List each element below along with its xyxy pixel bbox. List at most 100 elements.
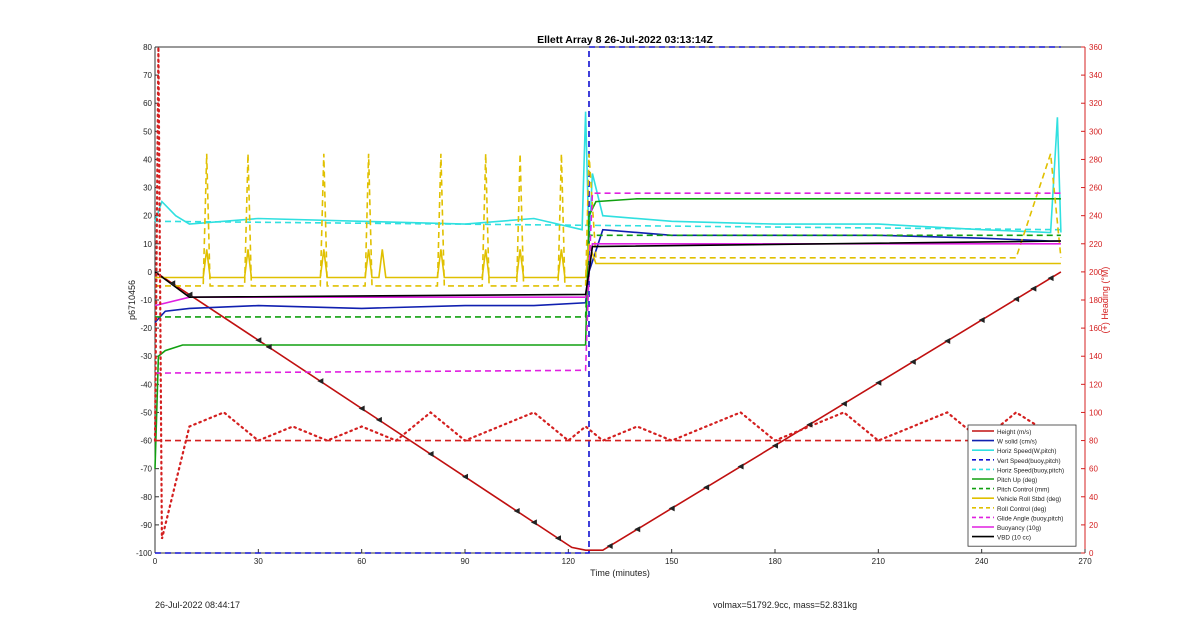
depth-direction-marker (772, 442, 778, 449)
right-y-tick-label: 120 (1089, 380, 1103, 389)
depth-direction-marker (606, 543, 613, 550)
depth-direction-marker (462, 473, 468, 480)
depth-direction-marker (703, 484, 710, 491)
right-y-tick-label: 40 (1089, 493, 1098, 502)
left-y-tick-label: -50 (140, 408, 152, 417)
plot-area: 0 30 60 90 120 150 180 210 240 270-100-90-80-70-6… (136, 43, 1103, 566)
right-y-tick-label: 60 (1089, 465, 1098, 474)
legend-label: Height (m/s) (997, 429, 1031, 436)
series-line-6 (155, 234, 1061, 318)
x-tick-label: 240 (975, 557, 989, 566)
right-y-tick-label: 220 (1089, 240, 1103, 249)
x-tick-label: 30 (254, 557, 263, 566)
depth-direction-marker (427, 451, 434, 458)
left-y-axis-label: p6710456 (127, 280, 137, 320)
legend-label: Glide Angle (buoy,pitch) (997, 515, 1063, 522)
legend-label: Roll Control (deg) (997, 506, 1046, 513)
depth-direction-marker (875, 379, 882, 386)
depth-direction-marker (840, 400, 847, 407)
left-y-tick-label: 80 (143, 43, 152, 52)
left-y-tick-label: 40 (143, 155, 152, 164)
left-y-tick-label: -60 (140, 437, 152, 446)
left-y-tick-label: -90 (140, 521, 152, 530)
depth-direction-marker (169, 280, 176, 287)
chart-title: Ellett Array 8 26-Jul-2022 03:13:14Z (537, 34, 713, 46)
right-y-tick-label: 140 (1089, 352, 1103, 361)
legend-box (967, 424, 1077, 547)
series-line-4 (154, 220, 1061, 231)
right-y-axis-label: (+) Heading (°M) (1100, 267, 1110, 334)
series-line-2 (154, 111, 1062, 244)
depth-direction-marker (186, 291, 193, 298)
left-y-tick-label: 30 (143, 184, 152, 193)
legend-label: Horiz Speed(buoy,pitch) (997, 467, 1064, 474)
right-y-tick-label: 160 (1089, 324, 1103, 333)
x-tick-label: 270 (1078, 557, 1092, 566)
depth-direction-marker (1047, 275, 1054, 282)
depth-direction-marker (634, 526, 641, 533)
depth-direction-marker (530, 519, 537, 526)
depth-direction-marker (317, 378, 324, 385)
series-line-11 (154, 240, 1061, 299)
left-y-tick-label: -30 (140, 352, 152, 361)
right-y-tick-label: 200 (1089, 268, 1103, 277)
legend-label: Pitch Up (deg) (997, 477, 1037, 484)
depth-direction-marker (978, 317, 985, 324)
depth-direction-marker (255, 337, 262, 344)
right-y-tick-label: 180 (1089, 296, 1103, 305)
depth-direction-marker (806, 421, 813, 428)
depth-direction-marker (1030, 285, 1037, 292)
right-y-tick-label: 240 (1089, 212, 1103, 221)
depth-direction-marker (668, 505, 675, 512)
depth-direction-marker (375, 416, 382, 423)
depth-direction-marker (555, 535, 561, 542)
right-y-tick-label: 100 (1089, 408, 1103, 417)
series-line-9 (154, 192, 1061, 374)
depth-direction-marker (737, 463, 744, 470)
left-y-tick-label: -80 (140, 493, 152, 502)
right-y-tick-label: 20 (1089, 521, 1098, 530)
x-tick-label: 60 (357, 557, 366, 566)
left-y-tick-label: 50 (143, 127, 152, 136)
legend-label: Horiz Speed(W,pitch) (997, 448, 1057, 455)
footer-timestamp: 26-Jul-2022 08:44:17 (155, 600, 241, 610)
x-tick-label: 120 (562, 557, 576, 566)
series-line-7 (155, 243, 1061, 279)
left-y-tick-label: 10 (143, 240, 152, 249)
left-y-tick-label: -40 (140, 380, 152, 389)
left-y-tick-label: 20 (143, 212, 152, 221)
series-line-12 (153, 46, 1063, 540)
left-y-tick-label: -20 (140, 324, 152, 333)
left-y-tick-label: 0 (148, 268, 153, 277)
depth-direction-marker (513, 507, 520, 514)
right-y-tick-label: 80 (1089, 437, 1098, 446)
legend: Height (m/s) W solid (cm/s) Horiz Speed(W,… (967, 424, 1077, 547)
depth-direction-marker (1013, 296, 1020, 303)
right-y-tick-label: 320 (1089, 99, 1103, 108)
x-tick-label: 180 (768, 557, 782, 566)
left-y-tick-label: -10 (140, 296, 152, 305)
legend-label: Buoyancy (10g) (997, 525, 1041, 532)
depth-direction-marker (358, 405, 365, 412)
depth-direction-marker (265, 344, 272, 351)
footer-volmax-mass: volmax=51792.9cc, mass=52.831kg (713, 600, 858, 610)
left-y-tick-label: -100 (136, 549, 153, 558)
series-line-8 (155, 153, 1062, 287)
series-line-3 (155, 46, 1061, 554)
x-tick-label: 0 (153, 557, 158, 566)
depth-direction-marker (909, 358, 916, 365)
x-axis-label: Time (minutes) (590, 568, 650, 578)
legend-label: W solid (cm/s) (997, 439, 1037, 446)
x-tick-label: 90 (461, 557, 470, 566)
legend-label: Pitch Control (mm) (997, 487, 1049, 494)
series-line-5 (154, 198, 1061, 469)
x-tick-label: 210 (872, 557, 886, 566)
right-y-tick-label: 260 (1089, 184, 1103, 193)
right-y-tick-label: 0 (1089, 549, 1094, 558)
right-y-tick-label: 300 (1089, 127, 1103, 136)
left-y-tick-label: 70 (143, 71, 152, 80)
legend-label: Vehicle Roll Stbd (deg) (997, 496, 1061, 503)
left-y-tick-label: -70 (140, 465, 152, 474)
legend-label: Vert Speed(buoy,pitch) (997, 458, 1061, 465)
